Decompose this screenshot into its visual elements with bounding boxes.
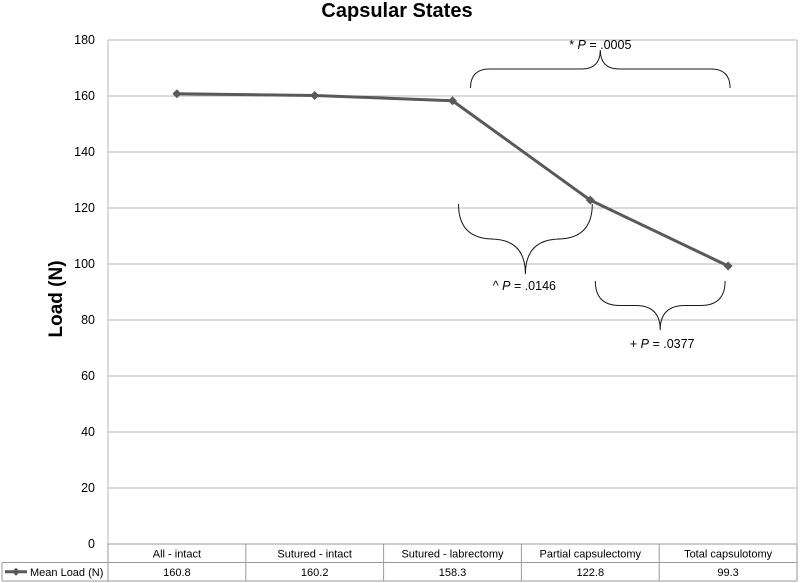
p-value-prefix: + — [630, 337, 641, 351]
data-point-marker — [172, 89, 182, 99]
p-value-text: = .0005 — [586, 38, 632, 52]
table-value-cell: 158.3 — [439, 567, 467, 579]
x-category-label: Partial capsulectomy — [540, 548, 642, 560]
p-value-text: = .0146 — [510, 279, 556, 293]
data-point-marker — [448, 96, 457, 106]
significance-brace — [458, 203, 593, 275]
legend-marker-key — [12, 567, 20, 576]
annotations-layer: * P = .0005 ^ P = .0146 + P = .0377 — [458, 38, 731, 351]
p-value-symbol: P — [641, 337, 650, 351]
table-value-cell: 160.2 — [301, 567, 329, 579]
p-value-symbol: P — [502, 279, 511, 293]
chart-title: Capsular States — [321, 0, 472, 22]
series-layer — [172, 89, 733, 271]
x-category-label: Sutured - labrectomy — [401, 548, 504, 560]
p-value-annotation: ^ P = .0146 — [493, 279, 556, 293]
y-tick-label: 80 — [81, 313, 95, 327]
y-tick-label: 160 — [74, 89, 95, 103]
grid-layer: 0 20 40 60 80 100 120 140 160 180 — [74, 33, 798, 551]
p-value-prefix: ^ — [493, 279, 502, 293]
significance-brace — [594, 280, 726, 331]
x-category-label: Sutured - intact — [277, 548, 352, 560]
y-tick-label: 20 — [81, 481, 95, 495]
x-category-label: All - intact — [153, 548, 201, 560]
y-tick-label: 60 — [81, 369, 95, 383]
y-tick-label: 180 — [74, 33, 95, 47]
significance-brace — [470, 49, 731, 89]
y-tick-label: 0 — [88, 537, 95, 551]
x-category-label: Total capsulotomy — [684, 548, 773, 560]
table-value-cell: 160.8 — [163, 567, 191, 579]
p-value-text: = .0377 — [649, 337, 695, 351]
y-tick-label: 140 — [74, 145, 95, 159]
series-line — [176, 92, 729, 268]
y-tick-label: 40 — [81, 425, 95, 439]
p-value-symbol: P — [578, 38, 587, 52]
data-point-marker — [310, 90, 320, 100]
data-point-marker — [723, 261, 733, 271]
y-tick-label: 120 — [74, 201, 95, 215]
y-axis-label: Load (N) — [46, 260, 67, 337]
legend-series-name: Mean Load (N) — [30, 567, 103, 579]
y-tick-label: 100 — [74, 257, 95, 271]
data-point-marker — [585, 195, 595, 205]
table-value-cell: 99.3 — [717, 567, 738, 579]
p-value-annotation: * P = .0005 — [569, 38, 631, 52]
table-value-cell: 122.8 — [577, 567, 605, 579]
data-table: All - intact Sutured - intact Sutured - la… — [1, 543, 798, 582]
p-value-annotation: + P = .0377 — [630, 337, 695, 351]
p-value-prefix: * — [569, 38, 577, 52]
